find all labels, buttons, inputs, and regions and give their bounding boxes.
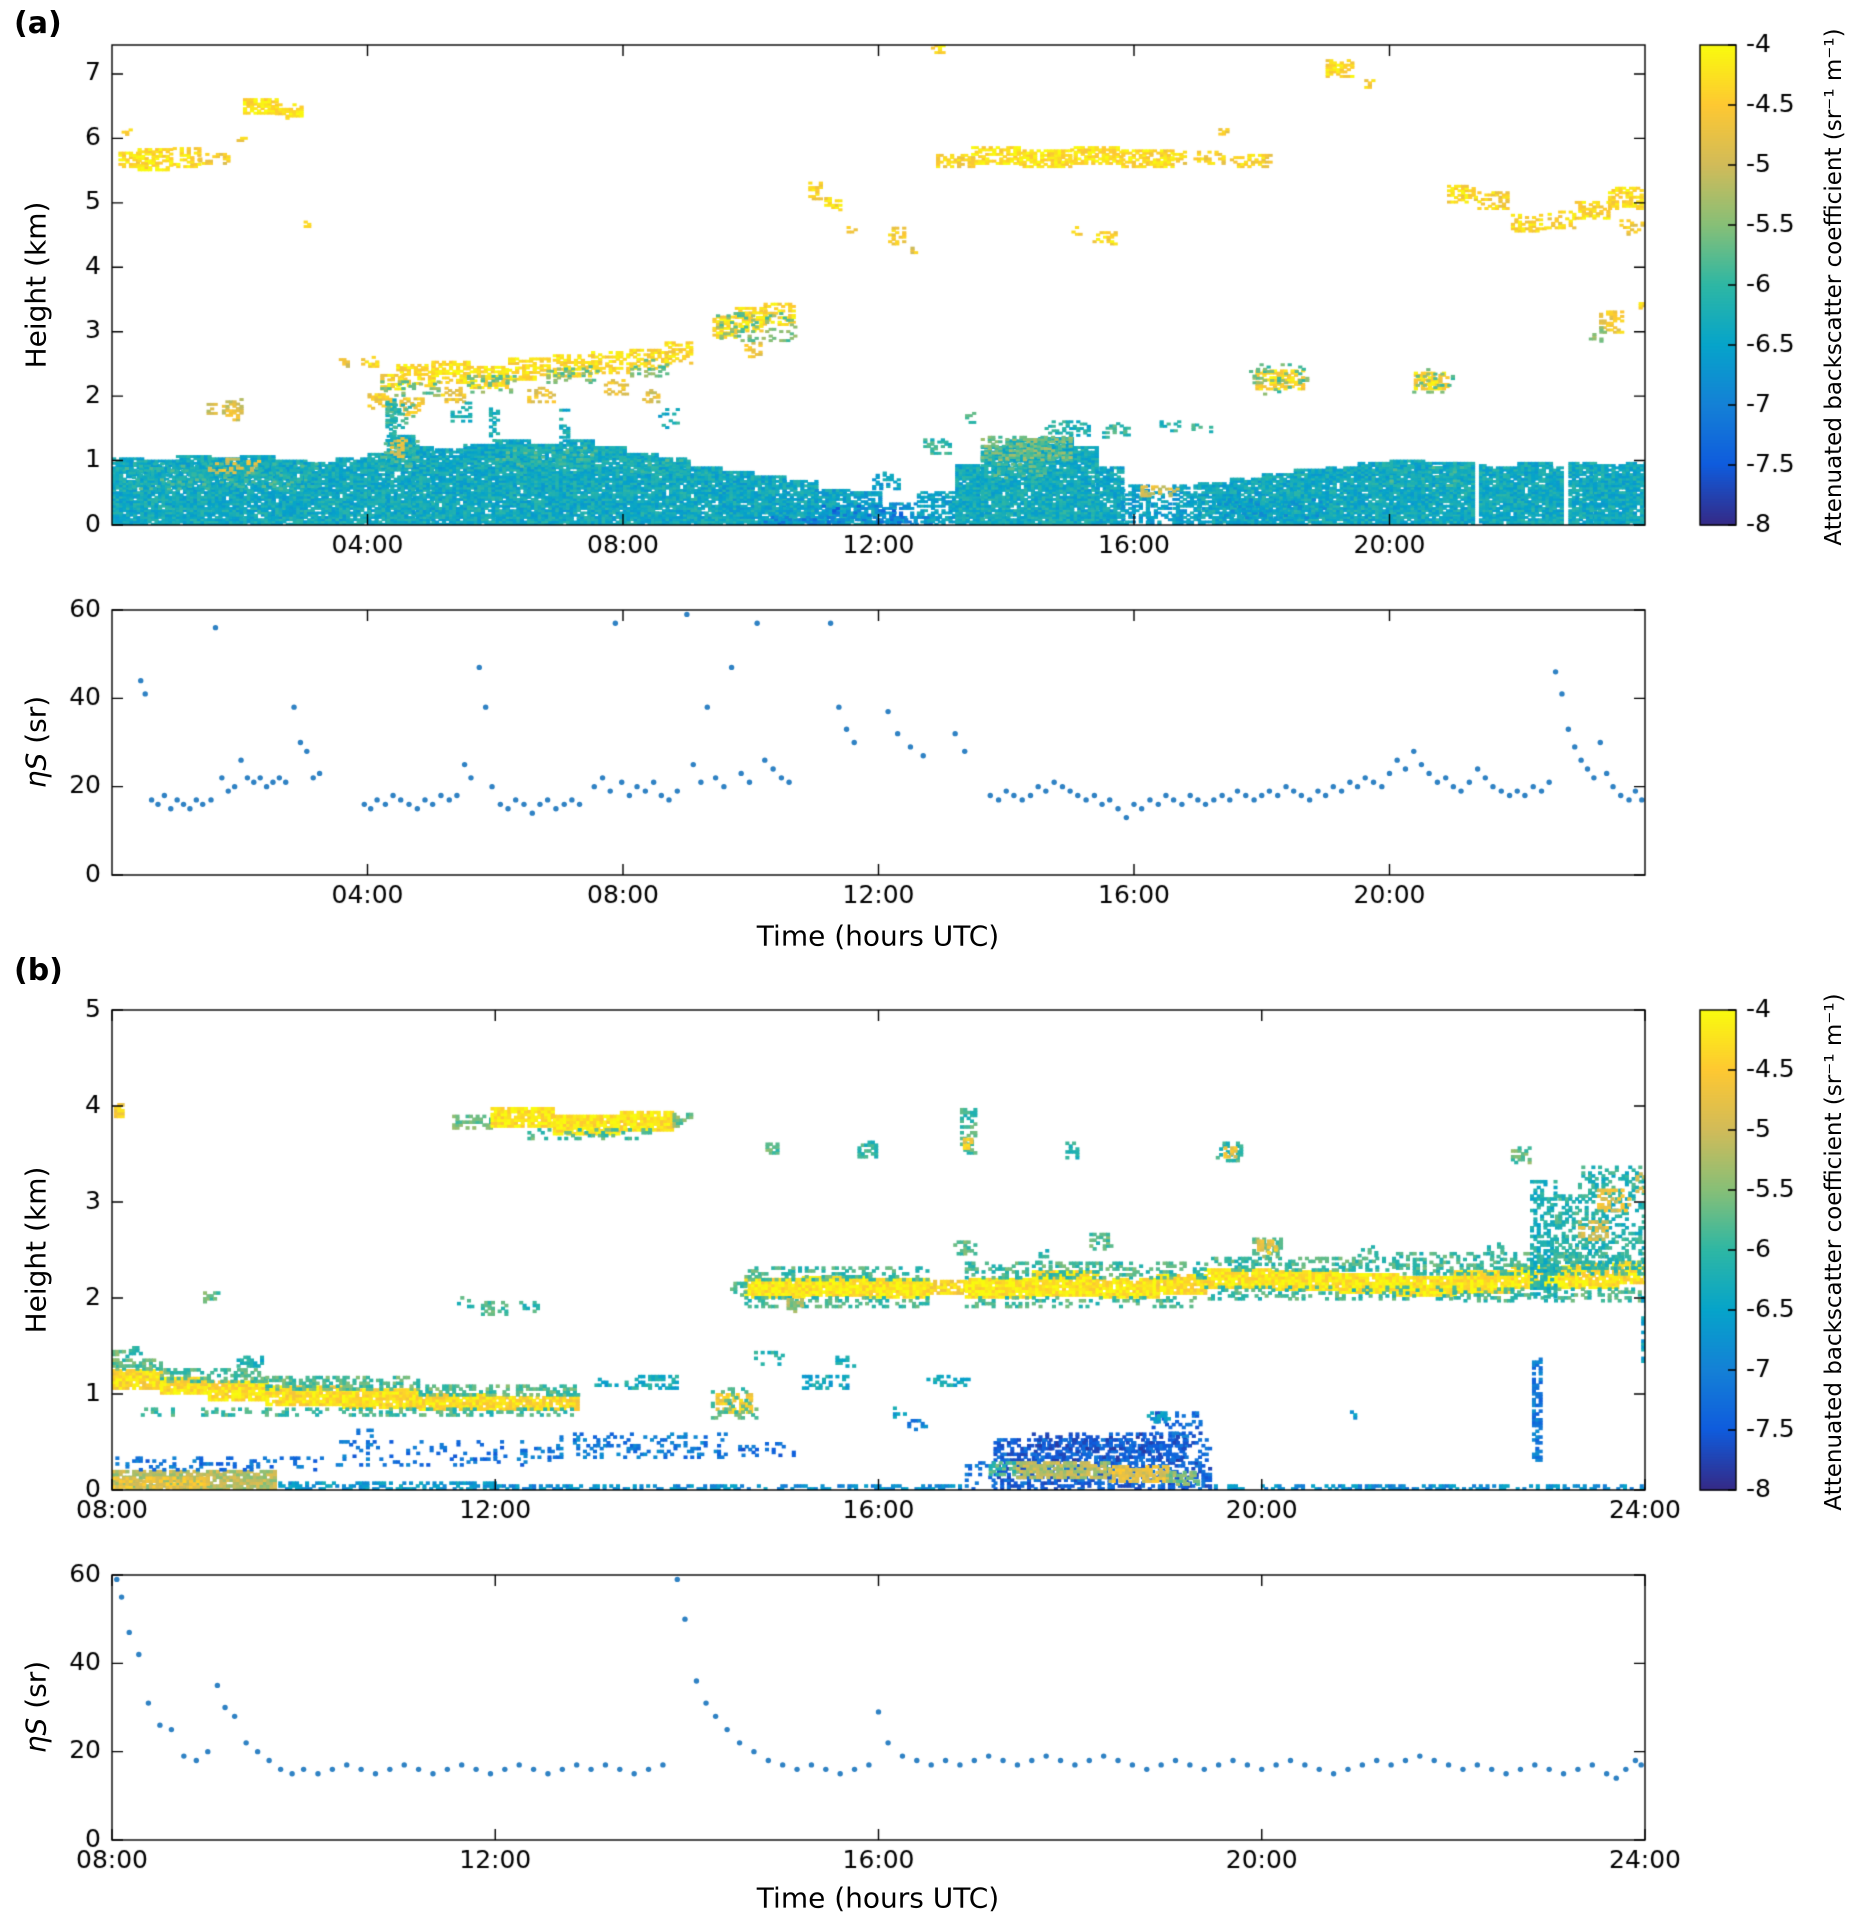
- colorbar-a-region: [1700, 45, 1736, 525]
- scatter-b-xlabel: Time (hours UTC): [756, 1881, 1000, 1915]
- eta-s-units: (sr): [19, 1660, 53, 1718]
- panel-a-label: (a): [14, 6, 62, 41]
- panel-b-label: (b): [14, 953, 63, 988]
- scatter-a-xlabel: Time (hours UTC): [756, 919, 1000, 953]
- scatter-b-ylabel: ηS (sr): [20, 1661, 53, 1753]
- eta-s-units: (sr): [19, 695, 53, 753]
- colorbar-a-label: Attenuated backscatter coefficient (sr⁻¹…: [1821, 28, 1847, 546]
- scatter-b-region: [112, 1575, 1645, 1840]
- heatmap-b-ylabel: Height (km): [19, 1166, 53, 1334]
- colorbar-b-label: Attenuated backscatter coefficient (sr⁻¹…: [1821, 993, 1847, 1511]
- colorbar-b-region: [1700, 1010, 1736, 1490]
- heatmap-b-region: [112, 1010, 1645, 1490]
- scatter-a-ylabel: ηS (sr): [20, 696, 53, 788]
- heatmap-a-ylabel: Height (km): [19, 201, 53, 369]
- eta-s-symbol: ηS: [19, 752, 53, 789]
- heatmap-a-region: [112, 45, 1645, 525]
- eta-s-symbol: ηS: [19, 1717, 53, 1754]
- scatter-a-region: [112, 610, 1645, 875]
